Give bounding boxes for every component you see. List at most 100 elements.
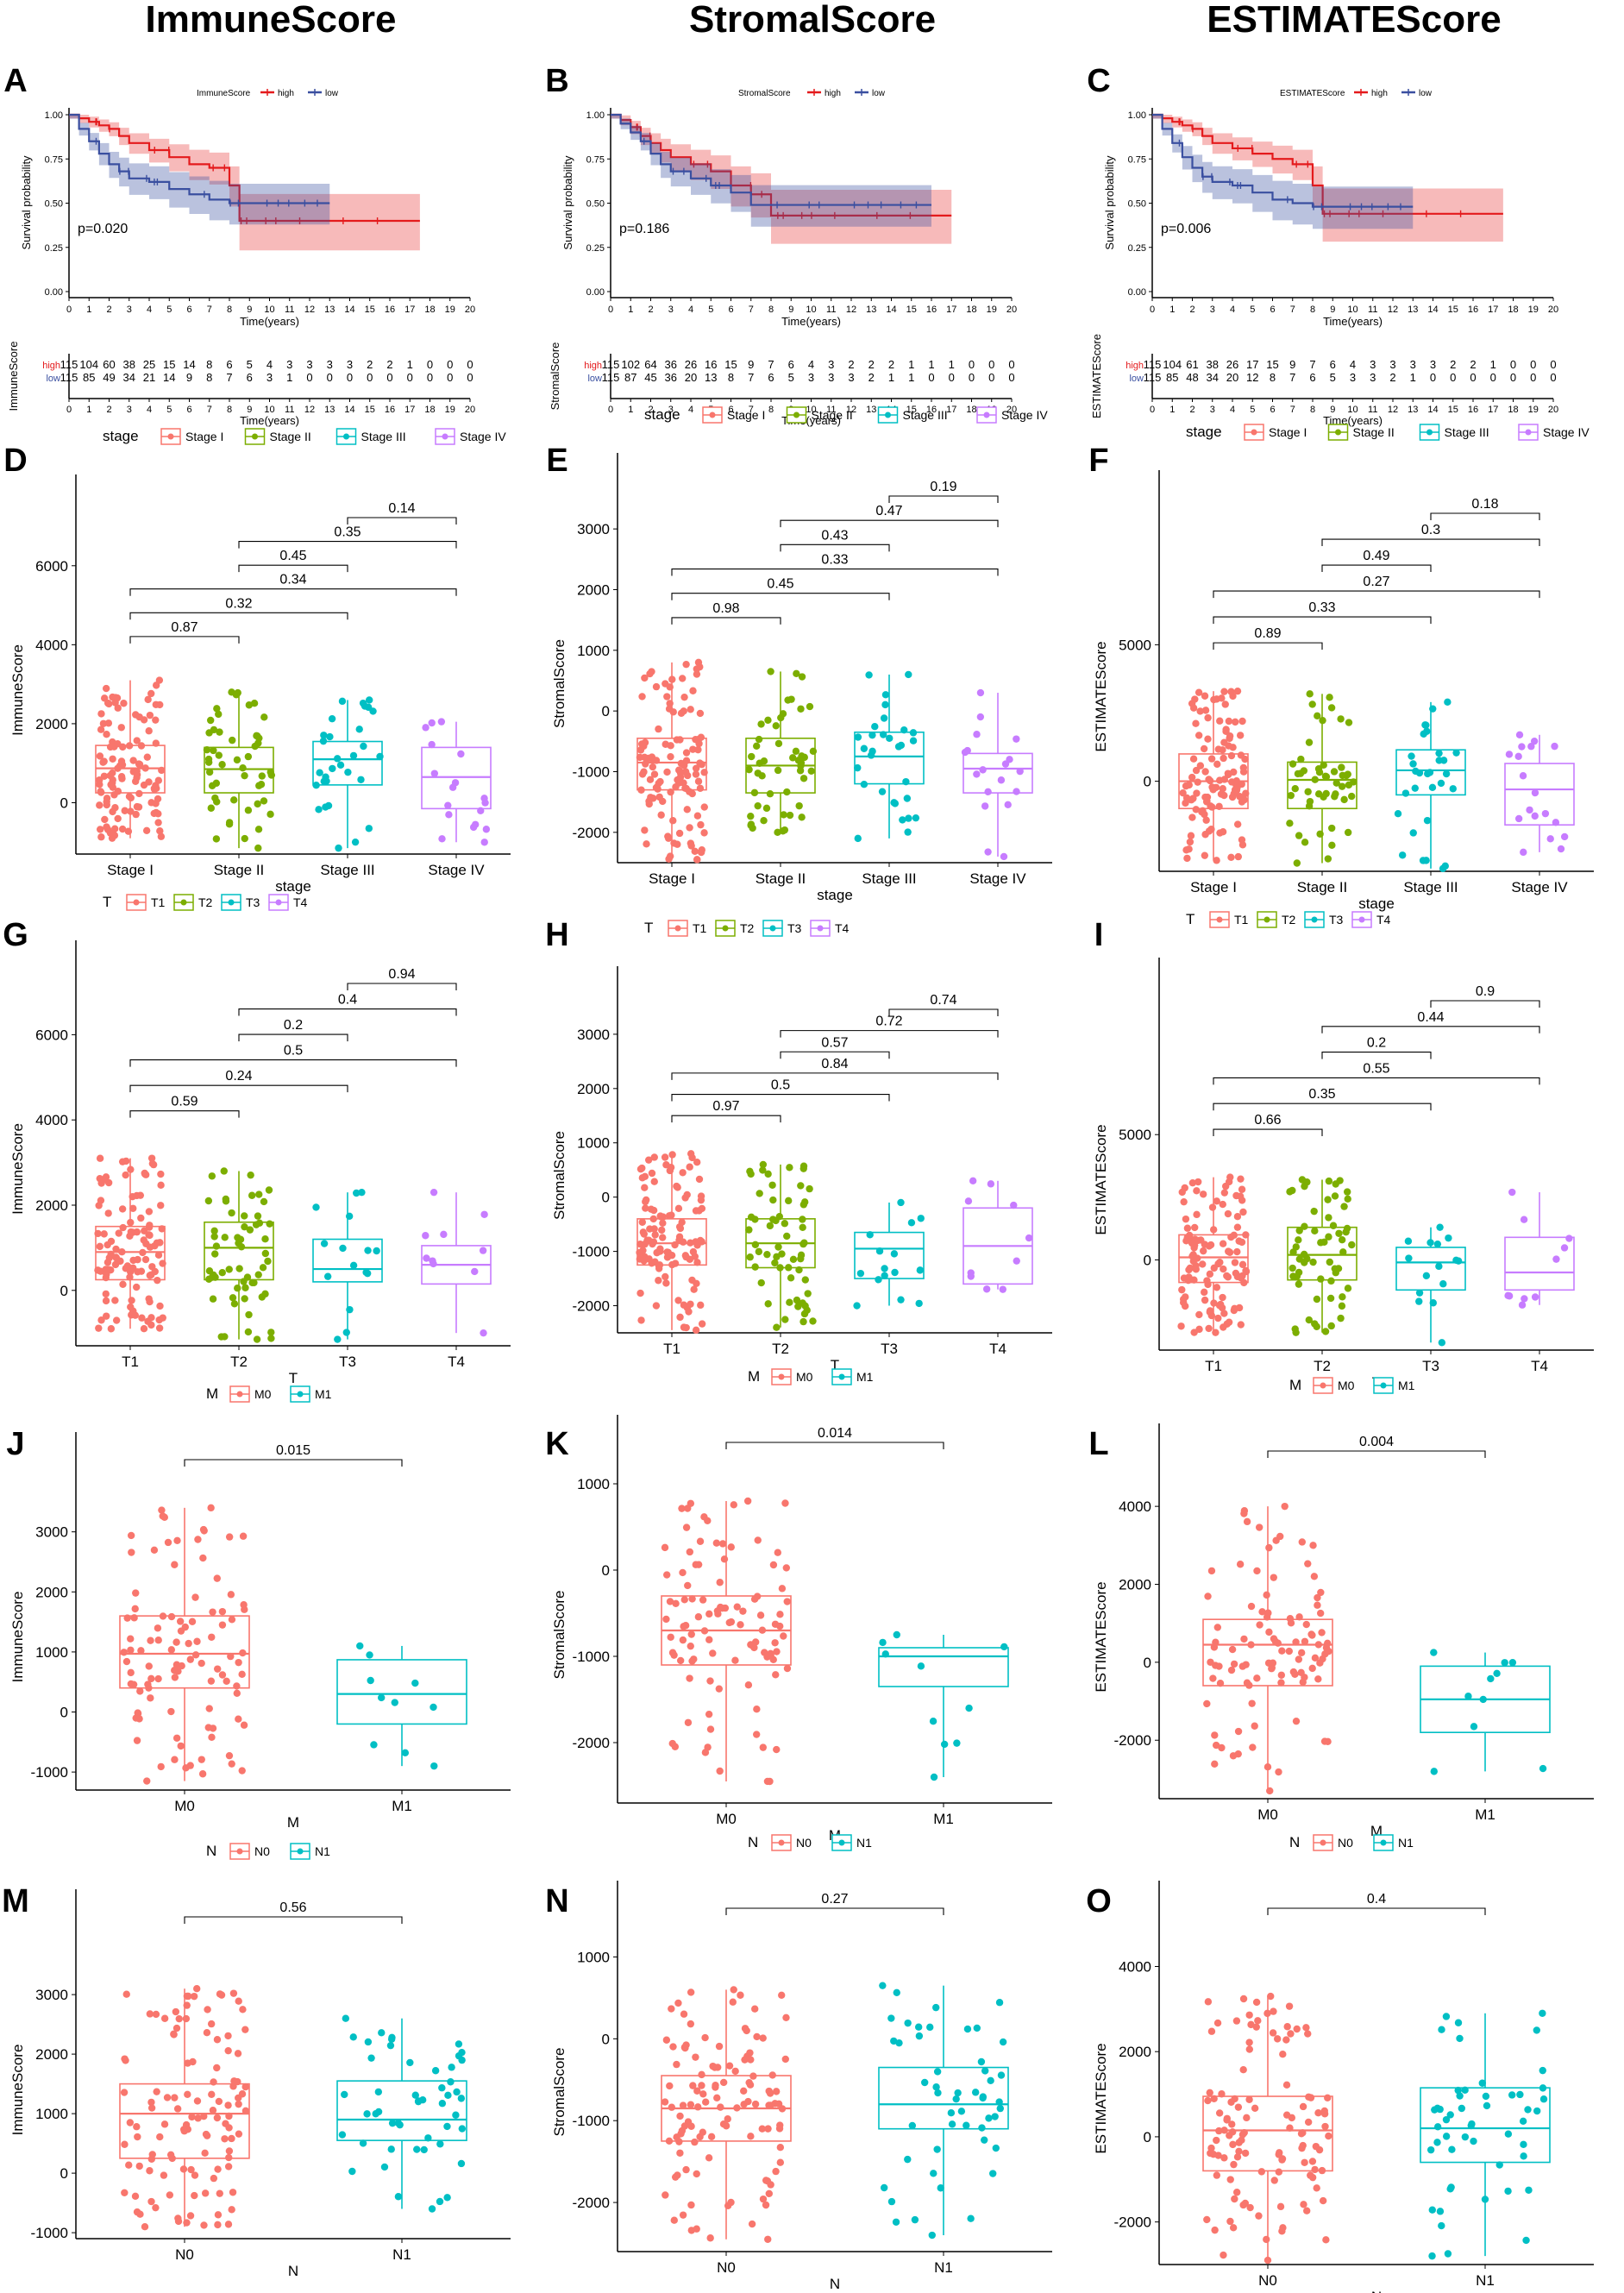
risk-count-high: 2: [868, 358, 875, 371]
data-point: [1428, 2206, 1436, 2214]
data-point: [733, 2104, 741, 2112]
data-point: [444, 801, 452, 809]
data-point: [650, 770, 659, 778]
panel-letter: L: [1088, 1426, 1108, 1462]
x-tick-label: N1: [1476, 2272, 1495, 2289]
risk-x-tick-label: 2: [1189, 405, 1194, 415]
data-point: [782, 2013, 790, 2021]
x-tick-label: 0: [1150, 305, 1155, 315]
data-point: [1415, 1297, 1423, 1305]
legend-key-dot: [343, 433, 349, 440]
data-point: [905, 814, 912, 822]
data-point: [755, 735, 763, 744]
legend-key-dot: [236, 1848, 243, 1855]
data-point: [452, 2111, 460, 2119]
data-point: [1243, 1517, 1251, 1526]
data-point: [374, 2108, 383, 2116]
legend-key-dot: [1216, 916, 1223, 923]
data-point: [1430, 1649, 1438, 1656]
data-point: [774, 2100, 783, 2108]
data-point: [1201, 831, 1209, 839]
comparison-p-value: 0.66: [1254, 1113, 1281, 1128]
data-point: [667, 752, 674, 761]
risk-count-low: 3: [1350, 371, 1356, 384]
data-point: [1232, 1269, 1240, 1278]
data-point: [1025, 1234, 1033, 1242]
risk-count-low: 2: [868, 371, 875, 384]
data-point: [638, 1218, 647, 1226]
risk-x-tick-label: 8: [1310, 405, 1315, 415]
risk-x-tick-label: 11: [285, 405, 294, 415]
data-point: [853, 1302, 861, 1310]
data-point: [208, 1733, 216, 1741]
data-point: [1227, 688, 1235, 695]
data-point: [1454, 1257, 1463, 1265]
data-point: [687, 1630, 695, 1638]
y-tick-label: 6000: [35, 1027, 68, 1043]
data-point: [932, 2003, 940, 2012]
data-point: [254, 1271, 262, 1278]
data-point: [193, 2097, 202, 2105]
risk-x-tick-label: 17: [404, 405, 415, 415]
data-point: [772, 1216, 780, 1225]
data-point: [96, 752, 104, 760]
risk-count-high: 4: [1350, 358, 1356, 371]
legend-label: Stage II: [1353, 425, 1395, 439]
data-point: [133, 1283, 141, 1291]
data-point: [1248, 1699, 1256, 1707]
data-point: [230, 796, 238, 804]
data-point: [1191, 1223, 1199, 1232]
data-point: [954, 2089, 962, 2097]
data-point: [676, 2149, 684, 2157]
data-point: [158, 1506, 166, 1514]
risk-count-low: 0: [949, 371, 955, 384]
data-point: [241, 771, 248, 780]
data-point: [773, 1253, 781, 1261]
data-point: [860, 780, 868, 788]
data-point: [157, 1762, 165, 1771]
data-point: [1276, 2202, 1285, 2211]
survival-curve-low: [611, 113, 931, 206]
data-point: [428, 2205, 436, 2213]
data-point: [1211, 1760, 1219, 1768]
data-point: [1436, 1223, 1444, 1231]
data-point: [1277, 1679, 1285, 1687]
comparison-bracket: [1430, 1000, 1540, 1008]
comparison-p-value: 0.49: [1363, 549, 1389, 563]
legend-key-dot: [778, 1373, 785, 1380]
data-point: [266, 810, 274, 819]
data-point: [1204, 1998, 1213, 2006]
x-tick-label: N0: [175, 2246, 194, 2263]
data-point: [1188, 773, 1196, 782]
risk-x-tick-label: 20: [1548, 405, 1558, 415]
data-point: [423, 1254, 430, 1262]
data-point: [656, 777, 664, 786]
data-point: [401, 1749, 410, 1756]
risk-count-low: 85: [1166, 371, 1178, 384]
data-point: [1256, 1621, 1263, 1629]
risk-x-tick-label: 4: [1230, 405, 1235, 415]
risk-count-low: 3: [266, 371, 273, 384]
y-tick-label: 0.00: [1128, 287, 1146, 298]
risk-count-high: 64: [644, 358, 656, 371]
panel-letter: H: [545, 917, 568, 953]
data-point: [418, 2096, 427, 2104]
legend-label: M1: [1398, 1379, 1415, 1392]
data-point: [764, 1300, 772, 1308]
data-point: [991, 2113, 999, 2120]
data-point: [705, 1636, 713, 1643]
data-point: [315, 806, 323, 814]
data-point: [94, 1229, 102, 1238]
data-point: [1226, 734, 1233, 743]
data-point: [394, 2119, 403, 2127]
data-point: [1188, 1178, 1197, 1187]
legend-label: T4: [293, 895, 308, 909]
data-point: [1301, 1182, 1308, 1190]
box-t2: [204, 1221, 274, 1281]
data-point: [172, 2007, 180, 2016]
risk-count-high: 2: [1450, 358, 1456, 371]
legend-label: T4: [1376, 913, 1391, 927]
risk-count-high: 3: [1410, 358, 1416, 371]
y-tick-label: 0: [602, 703, 610, 719]
data-point: [208, 2090, 216, 2098]
